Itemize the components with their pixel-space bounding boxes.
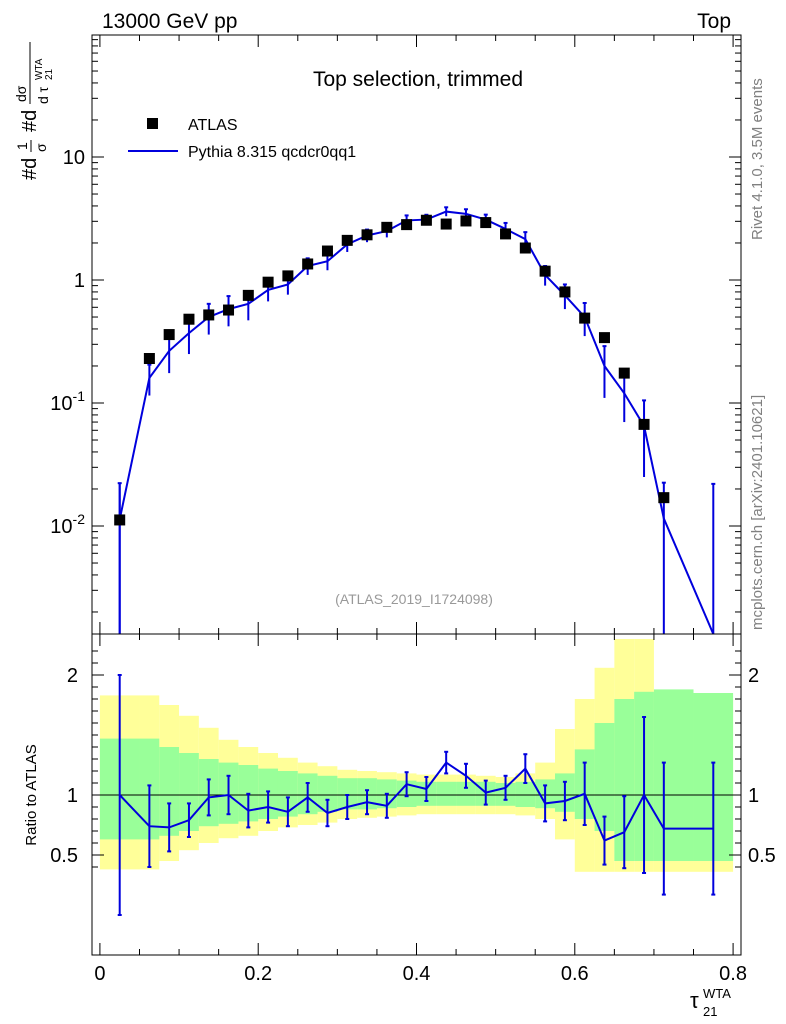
ratio-inner-band xyxy=(436,781,457,806)
atlas-data-point xyxy=(341,234,353,246)
header-right-label: Top xyxy=(697,10,731,33)
main-panel: 10 1 10-1 10-2 Top selection, trimmed (ATLA… xyxy=(13,34,742,635)
atlas-data-point xyxy=(579,312,591,324)
atlas-data-point xyxy=(401,219,413,231)
atlas-data-point xyxy=(420,214,432,226)
svg-text:d τ: d τ xyxy=(35,86,51,104)
atlas-data-point xyxy=(460,215,472,227)
svg-text:WTA: WTA xyxy=(703,986,731,1001)
atlas-data-point xyxy=(480,217,492,229)
ratio-inner-band xyxy=(515,781,536,807)
ratio-inner-band xyxy=(337,778,358,810)
ratio-y-axis-title: Ratio to ATLAS xyxy=(23,744,40,845)
atlas-data-point xyxy=(658,492,670,504)
ratio-inner-band xyxy=(614,699,635,861)
ratio-y-tick-label-left: 1 xyxy=(67,785,78,807)
svg-text:WTA: WTA xyxy=(34,58,45,80)
ratio-inner-band xyxy=(456,781,476,806)
svg-text:τ: τ xyxy=(690,988,699,1013)
main-y-tick-label: 10 xyxy=(63,147,85,169)
ratio-y-tick-label-left: 0.5 xyxy=(50,845,78,867)
atlas-data-point xyxy=(143,353,155,365)
atlas-data-point xyxy=(618,367,630,379)
atlas-data-point xyxy=(321,245,333,257)
main-y-tick-label: 1 xyxy=(74,270,85,292)
main-y-tick-label: 10-2 xyxy=(50,511,85,538)
legend-marker-atlas xyxy=(147,118,158,129)
svg-text:dσ: dσ xyxy=(13,85,29,102)
ratio-inner-band xyxy=(277,771,298,817)
atlas-data-point xyxy=(163,329,175,341)
svg-text:#d: #d xyxy=(19,110,41,132)
ratio-y-tick-label-right: 1 xyxy=(748,785,759,807)
legend-label-pythia: Pythia 8.315 qcdcr0qq1 xyxy=(188,144,356,161)
atlas-data-point xyxy=(223,304,235,316)
atlas-data-point xyxy=(440,218,452,230)
svg-text:21: 21 xyxy=(703,1004,717,1019)
atlas-data-point xyxy=(638,418,650,430)
svg-text:21: 21 xyxy=(44,68,55,80)
ratio-y-tick-label-left: 2 xyxy=(67,665,78,687)
ratio-panel: 2 2 1 1 0.5 0.5 0 0.2 0.4 0.6 0.8 Ratio to ATLAS xyxy=(23,633,776,985)
ratio-series-line xyxy=(118,761,714,842)
atlas-data-point xyxy=(242,289,254,301)
atlas-data-point xyxy=(361,229,373,241)
atlas-data-point xyxy=(559,286,571,298)
x-tick-label: 0 xyxy=(94,963,105,985)
x-axis-title: τ WTA 21 xyxy=(690,986,731,1019)
svg-text:σ: σ xyxy=(33,143,49,152)
atlas-data-point xyxy=(183,313,195,325)
atlas-data-point xyxy=(598,332,610,344)
ratio-y-tick-label-right: 2 xyxy=(748,665,759,687)
mcplots-info-label: mcplots.cern.ch [arXiv:2401.10621] xyxy=(749,395,766,630)
atlas-data-point xyxy=(519,242,531,254)
mc-series-line xyxy=(118,210,715,635)
header-left-label: 13000 GeV pp xyxy=(102,10,237,33)
atlas-data-point xyxy=(500,228,512,240)
atlas-data-point xyxy=(262,276,274,288)
legend-label-atlas: ATLAS xyxy=(188,117,238,134)
svg-text:1: 1 xyxy=(14,142,30,150)
atlas-data-point xyxy=(539,265,551,277)
atlas-data-point xyxy=(381,221,393,233)
atlas-data-point xyxy=(203,309,215,321)
ratio-inner-band xyxy=(317,775,338,812)
svg-text:#d: #d xyxy=(19,158,41,180)
x-tick-label: 0.4 xyxy=(403,963,431,985)
x-tick-label: 0.2 xyxy=(244,963,272,985)
atlas-data-point xyxy=(302,258,314,270)
ratio-inner-band xyxy=(179,753,199,831)
main-title: Top selection, trimmed xyxy=(313,68,523,91)
ratio-inner-band xyxy=(159,747,180,836)
reference-label: (ATLAS_2019_I1724098) xyxy=(335,591,493,607)
legend: ATLAS Pythia 8.315 qcdcr0qq1 xyxy=(128,117,356,161)
atlas-data-point xyxy=(114,514,126,526)
ratio-inner-band xyxy=(594,723,615,831)
x-tick-label: 0.6 xyxy=(561,963,589,985)
rivet-info-label: Rivet 4.1.0, 3.5M events xyxy=(749,78,766,240)
main-y-axis-title: #d 1 σ #d dσ d τ WTA 21 xyxy=(13,42,55,180)
main-y-tick-label: 10-1 xyxy=(50,388,85,415)
ratio-y-tick-label-right: 0.5 xyxy=(748,845,776,867)
atlas-data-point xyxy=(282,270,294,282)
ratio-inner-band xyxy=(653,689,694,861)
x-tick-label: 0.8 xyxy=(719,963,747,985)
